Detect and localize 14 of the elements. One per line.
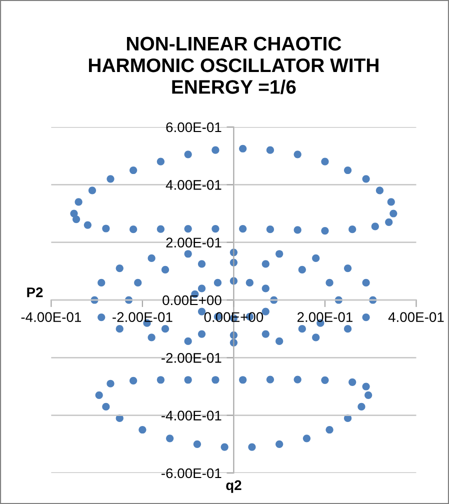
y-tick-label: -4.00E-01 bbox=[162, 410, 222, 421]
y-tick-label: 4.00E-01 bbox=[166, 180, 222, 190]
x-tick-label: -2.00E-01 bbox=[112, 312, 172, 322]
chart-title: NON-LINEAR CHAOTIC HARMONIC OSCILLATOR WITH ENERGY =1/6 bbox=[88, 36, 378, 94]
y-tick-label: -2.00E-01 bbox=[162, 353, 222, 363]
y-axis-title: P2 bbox=[27, 287, 43, 298]
x-tick-label: 4.00E-01 bbox=[388, 312, 444, 322]
y-tick-label: 2.00E-01 bbox=[166, 238, 222, 248]
x-tick-label: -4.00E-01 bbox=[21, 312, 82, 322]
x-axis-title: q2 bbox=[226, 480, 242, 493]
y-tick-label: 6.00E-01 bbox=[166, 122, 222, 132]
x-tick-label: 2.00E-01 bbox=[297, 312, 352, 322]
y-tick-label: -6.00E-01 bbox=[162, 468, 222, 478]
y-tick-label: 0.00E+00 bbox=[162, 295, 222, 306]
